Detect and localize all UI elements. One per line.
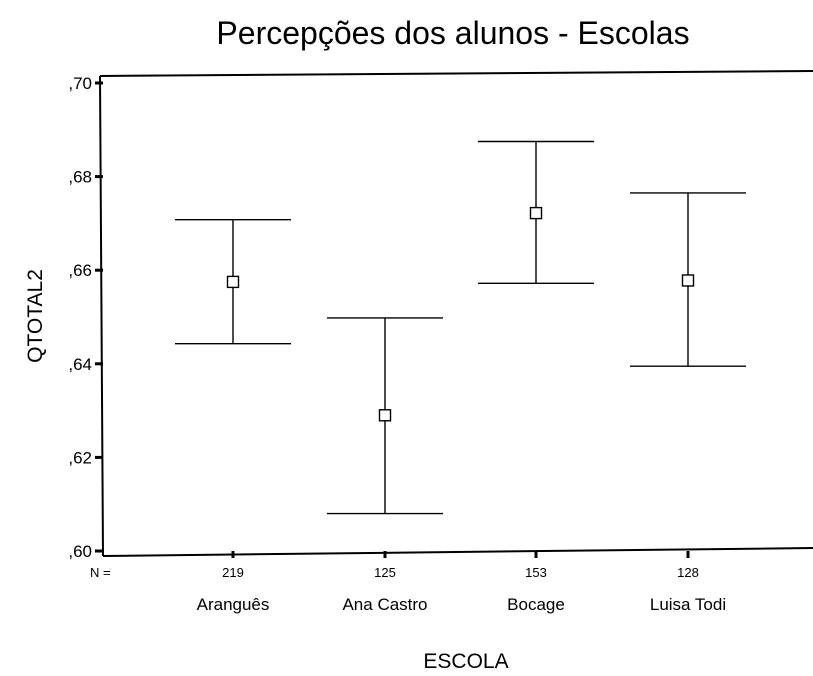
n-value-label: 128: [677, 565, 699, 580]
error-bar-series: [175, 140, 746, 515]
n-value-label: 125: [374, 565, 396, 580]
error-bar: [630, 192, 746, 367]
category-label: Aranguês: [197, 595, 270, 614]
y-tick-label: ,68: [68, 168, 92, 187]
y-tick-label: ,70: [68, 74, 92, 93]
mean-marker: [529, 206, 543, 220]
error-bar: [175, 218, 291, 345]
y-tick-label: ,62: [68, 448, 92, 467]
plot-frame: [99, 70, 813, 557]
y-tick-label: ,64: [68, 355, 92, 374]
x-axis-title: ESCOLA: [423, 650, 508, 673]
mean-marker: [226, 275, 240, 289]
chart-title: Percepções dos alunos - Escolas: [216, 15, 689, 51]
y-tick-label: ,60: [68, 542, 92, 561]
mean-marker: [681, 274, 695, 287]
category-label: Luisa Todi: [650, 595, 726, 614]
error-bar: [478, 140, 594, 285]
y-axis-title: QTOTAL2: [24, 269, 47, 363]
error-bar: [327, 317, 443, 515]
x-axis: 219 Aranguês 125 Ana Castro 153 Bocage 128 Luis…: [197, 551, 726, 614]
n-value-label: 153: [525, 565, 547, 580]
y-tick-label: ,66: [68, 261, 92, 280]
mean-marker: [378, 409, 392, 422]
category-label: Ana Castro: [342, 595, 427, 614]
n-prefix-label: N =: [90, 565, 111, 580]
category-label: Bocage: [507, 595, 565, 614]
y-axis: ,70 ,68 ,66 ,64 ,62 ,60: [68, 74, 103, 561]
n-value-label: 219: [222, 565, 244, 580]
